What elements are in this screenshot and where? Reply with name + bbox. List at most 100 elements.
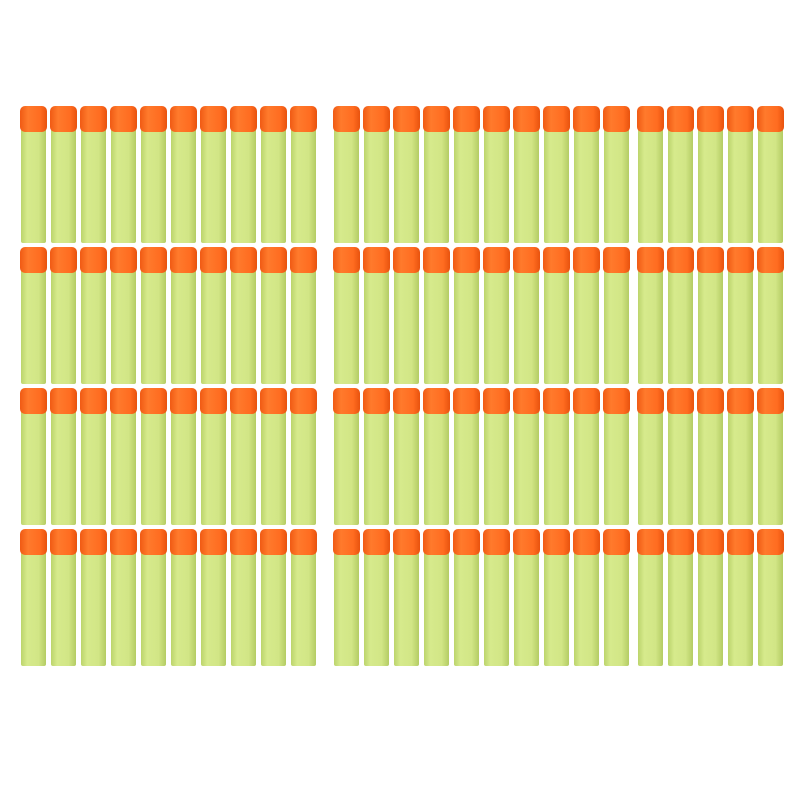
dart xyxy=(727,106,754,243)
dart-tip xyxy=(230,247,257,273)
dart xyxy=(230,247,257,384)
dart-body xyxy=(424,126,449,243)
dart-body xyxy=(141,126,166,243)
dart xyxy=(727,388,754,525)
dart-tip xyxy=(50,247,77,273)
dart-body xyxy=(574,267,599,384)
dart xyxy=(757,106,784,243)
dart xyxy=(50,388,77,525)
dart-body xyxy=(604,408,629,525)
dart-body xyxy=(364,408,389,525)
dart-body xyxy=(604,126,629,243)
dart-tip xyxy=(110,106,137,132)
dart-body xyxy=(514,408,539,525)
dart xyxy=(170,388,197,525)
dart-body xyxy=(171,549,196,666)
dart xyxy=(20,388,47,525)
dart-body xyxy=(544,126,569,243)
dart-tip xyxy=(757,529,784,555)
dart-tip xyxy=(453,529,480,555)
dart xyxy=(80,529,107,666)
dart-tip xyxy=(393,247,420,273)
dart-tip xyxy=(80,106,107,132)
dart-tip xyxy=(637,247,664,273)
dart-body xyxy=(728,267,753,384)
dart-body xyxy=(111,408,136,525)
dart-body xyxy=(141,267,166,384)
dart xyxy=(637,529,664,666)
dart-tip xyxy=(667,529,694,555)
dart xyxy=(260,247,287,384)
dart-body xyxy=(201,126,226,243)
dart-body xyxy=(261,126,286,243)
dart-tip xyxy=(50,529,77,555)
dart xyxy=(573,529,600,666)
dart-tip xyxy=(637,388,664,414)
dart-body xyxy=(334,126,359,243)
dart-body xyxy=(364,267,389,384)
dart-tip xyxy=(483,106,510,132)
dart-tip xyxy=(50,106,77,132)
dart-body xyxy=(394,126,419,243)
dart xyxy=(543,388,570,525)
dart xyxy=(483,529,510,666)
dart-tip xyxy=(260,106,287,132)
dart-body xyxy=(141,549,166,666)
dart xyxy=(423,247,450,384)
dart-tip xyxy=(757,106,784,132)
dart-body xyxy=(51,549,76,666)
dart xyxy=(200,529,227,666)
dart xyxy=(200,247,227,384)
dart-tip xyxy=(697,247,724,273)
dart-tip xyxy=(363,106,390,132)
dart xyxy=(727,529,754,666)
dart xyxy=(667,388,694,525)
dart-body xyxy=(334,408,359,525)
dart xyxy=(363,106,390,243)
dart-tip xyxy=(200,529,227,555)
dart-body xyxy=(454,549,479,666)
dart xyxy=(603,388,630,525)
dart xyxy=(393,529,420,666)
dart xyxy=(603,106,630,243)
dart xyxy=(757,529,784,666)
dart-tip xyxy=(727,247,754,273)
dart-tip xyxy=(80,247,107,273)
dart-body xyxy=(424,549,449,666)
dart xyxy=(290,529,317,666)
dart-body xyxy=(424,408,449,525)
dart-body xyxy=(334,549,359,666)
dart-tip xyxy=(727,388,754,414)
dart-body xyxy=(638,267,663,384)
dart-tip xyxy=(290,529,317,555)
dart-tip xyxy=(260,247,287,273)
dart-body xyxy=(728,549,753,666)
dart xyxy=(453,529,480,666)
dart xyxy=(393,388,420,525)
dart xyxy=(393,247,420,384)
dart-tip xyxy=(757,247,784,273)
dart-body xyxy=(484,549,509,666)
dart-body xyxy=(758,267,783,384)
dart xyxy=(333,106,360,243)
dart-tip xyxy=(483,529,510,555)
dart xyxy=(727,247,754,384)
dart xyxy=(667,529,694,666)
dart-body xyxy=(364,126,389,243)
dart-tip xyxy=(140,106,167,132)
dart xyxy=(697,529,724,666)
dart xyxy=(363,388,390,525)
dart-body xyxy=(394,267,419,384)
dart-body xyxy=(291,408,316,525)
dart xyxy=(543,247,570,384)
dart xyxy=(80,106,107,243)
dart-tip xyxy=(423,247,450,273)
dart-body xyxy=(484,267,509,384)
dart xyxy=(140,106,167,243)
dart-body xyxy=(514,126,539,243)
dart-tip xyxy=(603,529,630,555)
dart-body xyxy=(81,267,106,384)
dart-body xyxy=(544,408,569,525)
dart-tip xyxy=(513,247,540,273)
dart-tip xyxy=(573,247,600,273)
